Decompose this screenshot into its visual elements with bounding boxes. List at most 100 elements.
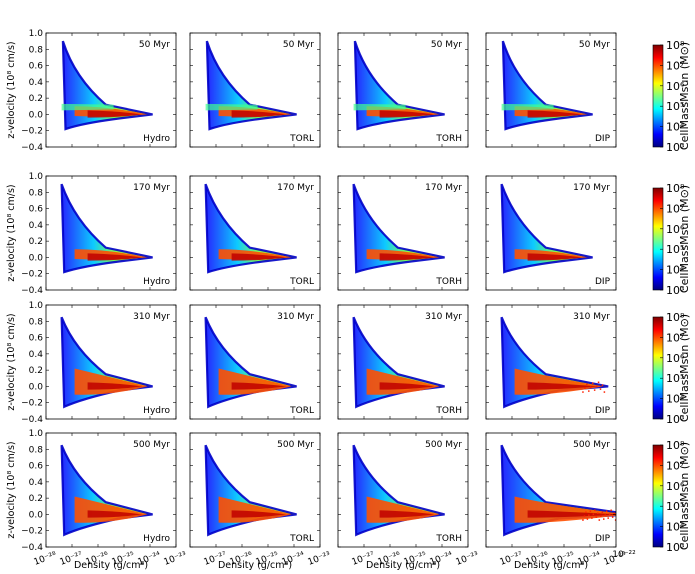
phase-distribution <box>60 183 153 274</box>
y-tick-label: −0.2 <box>21 270 43 280</box>
colorbar-bar <box>652 316 664 420</box>
colorbar-tick-label: 10⁶ <box>666 223 685 236</box>
scatter-point <box>588 514 590 516</box>
y-tick-label: 0.8 <box>29 445 44 455</box>
model-label: TORH <box>435 134 462 144</box>
colorbar-bar <box>652 444 664 548</box>
axes-frame <box>45 432 177 548</box>
axes-frame <box>485 175 617 291</box>
scatter-point <box>621 514 623 516</box>
y-axis-label: z-velocity (10⁸ cm/s) <box>6 441 17 538</box>
y-tick-label: 0.0 <box>29 510 44 520</box>
axes-frame <box>45 175 177 291</box>
y-tick-label: −0.4 <box>21 143 43 153</box>
y-tick-label: 1.0 <box>29 172 44 182</box>
axes-frame <box>45 32 177 148</box>
y-tick-label: 0.0 <box>29 110 44 120</box>
phase-distribution <box>61 40 153 131</box>
model-label: Hydro <box>143 134 170 144</box>
y-tick-label: 0.6 <box>29 334 44 344</box>
peak-core <box>379 253 435 261</box>
scatter-point <box>593 389 596 391</box>
time-label: 310 Myr <box>133 312 170 322</box>
secondary-band <box>501 103 554 111</box>
scatter-point <box>611 516 614 518</box>
axes-frame <box>45 304 177 420</box>
scatter-point <box>584 387 586 389</box>
time-label: 500 Myr <box>573 440 610 450</box>
axes-frame <box>485 304 617 420</box>
model-label: TORL <box>289 134 314 144</box>
peak-core <box>231 253 287 261</box>
scatter-point <box>595 516 598 518</box>
time-label: 170 Myr <box>133 183 170 193</box>
colorbar-tick-label: 10⁷ <box>666 331 684 344</box>
scatter-point <box>616 515 618 517</box>
colorbar-tick-label: 10⁸ <box>666 311 685 324</box>
peak-core <box>527 253 583 261</box>
plume-edge <box>205 40 297 131</box>
time-label: 310 Myr <box>573 312 610 322</box>
y-tick-label: 1.0 <box>29 29 44 39</box>
phase-distribution <box>204 444 297 537</box>
phase-distribution <box>352 183 445 274</box>
peak-core <box>231 110 287 118</box>
y-axis-label: z-velocity (10⁸ cm/s) <box>6 41 17 138</box>
model-label: DIP <box>595 406 611 416</box>
colorbar-bar <box>652 44 664 148</box>
y-tick-label: 0.2 <box>29 94 43 104</box>
peak-core <box>527 110 583 118</box>
peak-core <box>527 510 616 518</box>
colorbar-tick-label: 10³ <box>666 541 684 554</box>
time-label: 50 Myr <box>579 40 610 50</box>
scatter-point <box>605 510 608 513</box>
panel-torh-50myr <box>337 32 469 148</box>
scatter-point <box>591 517 593 519</box>
panel-grid <box>45 32 623 548</box>
colorbar-label: CellMassMsun (M⊙) <box>678 185 691 293</box>
y-tick-label: −0.2 <box>21 127 43 137</box>
scatter-point <box>618 511 620 513</box>
peak-core <box>87 253 143 261</box>
model-label: Hydro <box>143 406 170 416</box>
colorbar-tick-label: 10⁶ <box>666 80 685 93</box>
y-tick-label: −0.4 <box>21 415 43 425</box>
scatter-point <box>583 515 586 517</box>
phase-distribution <box>352 444 445 537</box>
scatter-point <box>600 515 602 517</box>
panel-dip-500myr <box>485 432 623 548</box>
y-tick-label: 0.6 <box>29 205 44 215</box>
colorbar-tick-label: 10⁵ <box>666 500 684 513</box>
colorbar-tick-label: 10³ <box>666 413 684 426</box>
x-tick-label: 10⁻²³ <box>455 550 481 568</box>
model-label: Hydro <box>143 534 170 544</box>
secondary-band <box>353 103 406 111</box>
plume-edge <box>60 183 153 274</box>
axes-frame <box>189 432 321 548</box>
scatter-point <box>610 509 612 512</box>
time-label: 500 Myr <box>425 440 462 450</box>
y-tick-label: 0.2 <box>29 237 43 247</box>
peak-core <box>379 382 435 390</box>
plume-edge <box>500 183 593 274</box>
plume-edge <box>353 40 445 131</box>
panel-dip-50myr <box>485 32 617 148</box>
y-axis-label: z-velocity (10⁸ cm/s) <box>6 184 17 281</box>
x-tick-label: 10⁻²³ <box>307 550 333 568</box>
scatter-point <box>613 512 615 514</box>
phase-distribution <box>501 40 593 131</box>
phase-distribution <box>500 316 609 409</box>
time-label: 170 Myr <box>425 183 462 193</box>
time-label: 50 Myr <box>283 40 314 50</box>
phase-distribution <box>353 40 445 131</box>
panel-torl-500myr <box>189 432 321 548</box>
panel-torh-500myr <box>337 432 469 548</box>
scatter-point <box>604 514 606 516</box>
scatter-point <box>597 512 599 514</box>
scatter-point <box>607 517 609 519</box>
plume-edge <box>500 316 609 409</box>
peak-core <box>87 110 143 118</box>
y-tick-label: −0.4 <box>21 286 43 296</box>
y-tick-label: 0.0 <box>29 253 44 263</box>
